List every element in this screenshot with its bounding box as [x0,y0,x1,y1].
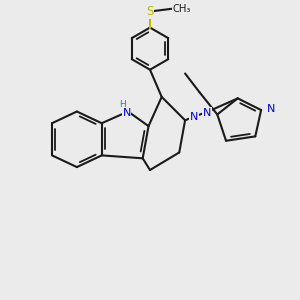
Text: H: H [119,100,126,109]
Text: S: S [146,5,154,18]
Text: CH₃: CH₃ [172,4,191,14]
Text: N: N [190,112,198,122]
Text: N: N [203,108,211,118]
Text: N: N [122,108,131,118]
Text: N: N [267,103,276,114]
